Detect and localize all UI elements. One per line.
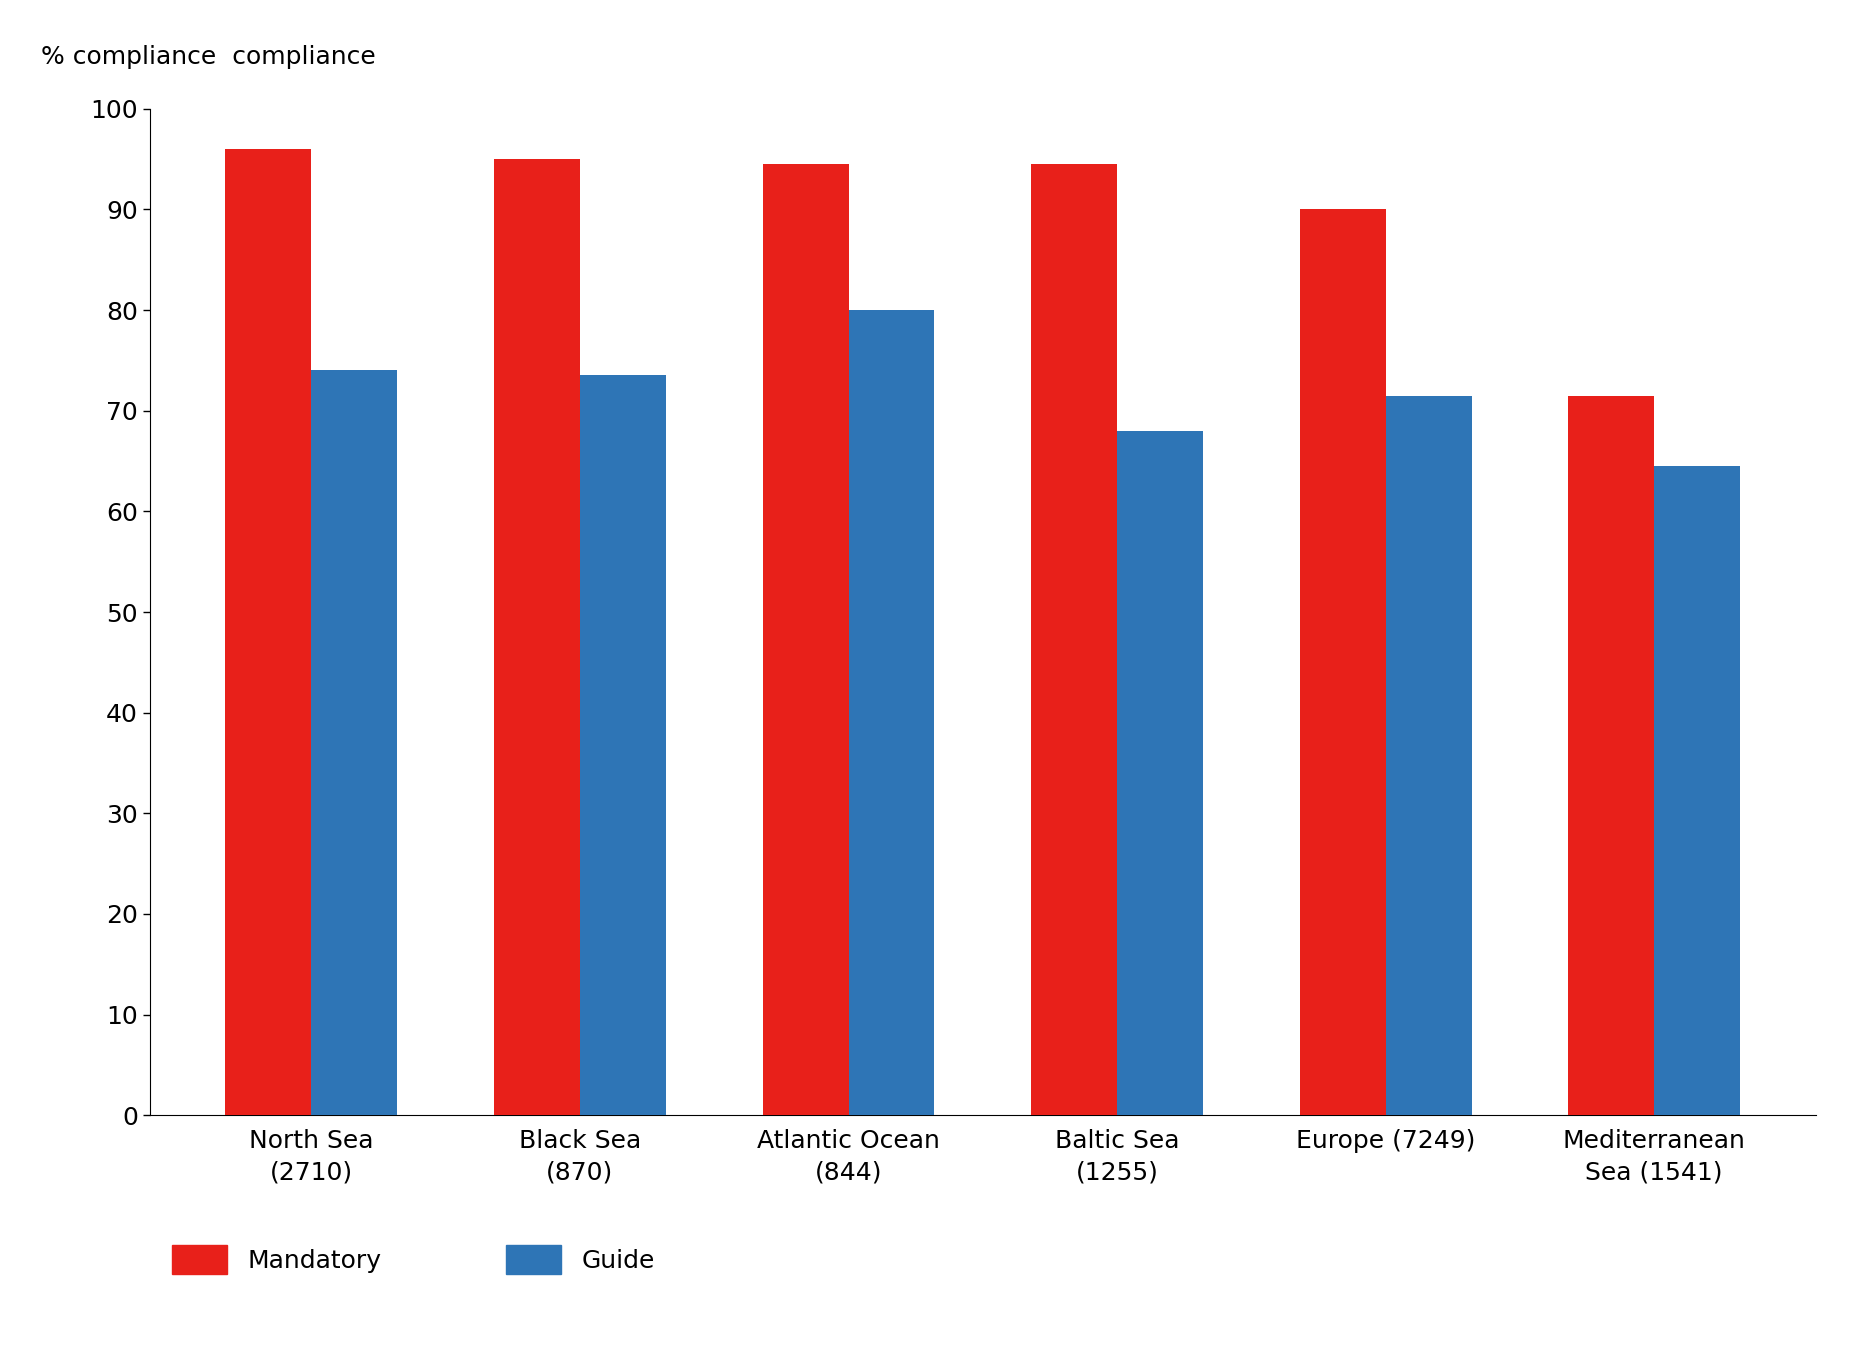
Bar <box>762 165 848 1115</box>
Bar <box>1118 431 1204 1115</box>
Bar <box>1299 209 1385 1115</box>
Bar <box>1569 396 1655 1115</box>
Bar <box>580 375 666 1115</box>
Text: % compliance  compliance: % compliance compliance <box>41 45 376 68</box>
Bar <box>225 150 311 1115</box>
Bar <box>1655 466 1741 1115</box>
Legend: Mandatory, Guide: Mandatory, Guide <box>163 1235 665 1284</box>
Bar <box>1031 165 1118 1115</box>
Bar <box>1385 396 1471 1115</box>
Bar <box>494 159 580 1115</box>
Bar <box>848 310 934 1115</box>
Bar <box>311 370 397 1115</box>
